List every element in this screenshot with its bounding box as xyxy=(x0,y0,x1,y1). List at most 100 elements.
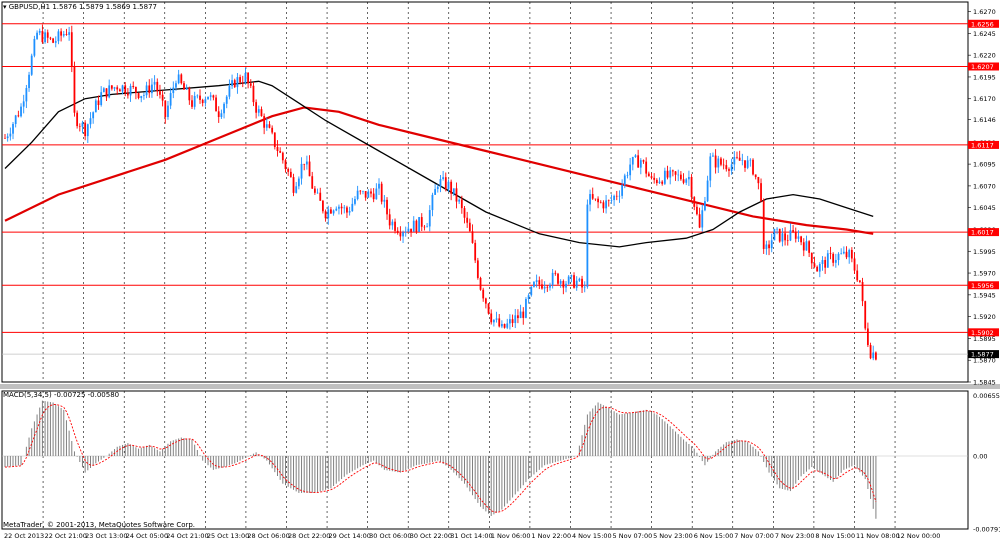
candle-body xyxy=(327,209,330,219)
candle-body xyxy=(519,311,522,319)
candle-body xyxy=(231,80,233,87)
candle-body xyxy=(557,273,559,284)
candle-body xyxy=(28,74,30,89)
ma-fast-line xyxy=(4,80,874,248)
candle-body xyxy=(362,191,364,192)
ohlc-readout: 1.5876 1.5879 1.5869 1.5877 xyxy=(52,3,157,11)
candle-body xyxy=(749,159,752,161)
level-tag-label: 1.5902 xyxy=(971,329,994,337)
candle-body xyxy=(618,195,621,197)
candle-body xyxy=(704,201,706,211)
macd-title: MACD(5,34,5) -0.00725 -0.00580 xyxy=(3,391,119,399)
candle-body xyxy=(773,228,776,241)
candle-body xyxy=(479,277,482,290)
candle-body xyxy=(789,230,792,241)
candle-body xyxy=(733,156,736,165)
candle-body xyxy=(525,298,527,318)
y-tick-label: 1.6146 xyxy=(973,116,996,124)
candle-body xyxy=(484,298,487,304)
candle-body xyxy=(402,232,404,237)
ma-layer xyxy=(4,80,874,248)
candle-body xyxy=(118,89,121,92)
candle-body xyxy=(671,170,674,172)
candle-body xyxy=(728,169,730,171)
candle-body xyxy=(853,258,856,271)
candle-body xyxy=(364,191,367,198)
levels-layer xyxy=(2,23,968,355)
candle-body xyxy=(407,228,410,232)
candle-body xyxy=(642,160,645,162)
candle-body xyxy=(68,32,71,35)
candle-body xyxy=(471,231,474,243)
candle-body xyxy=(578,278,581,281)
candle-body xyxy=(391,221,394,226)
candle-body xyxy=(78,126,81,127)
y-tick-label: 1.6170 xyxy=(973,95,996,103)
candle-body xyxy=(500,323,503,327)
candle-body xyxy=(153,81,156,85)
candle-body xyxy=(730,164,733,171)
candle-body xyxy=(161,94,164,101)
level-tag-label: 1.6207 xyxy=(971,63,994,71)
candle-body xyxy=(845,251,848,258)
candle-body xyxy=(354,199,356,204)
candle-body xyxy=(263,116,266,128)
price-tag-label: 1.5877 xyxy=(971,351,994,359)
candle-body xyxy=(255,102,258,113)
x-tick-label: 29 Oct 14:00 xyxy=(329,532,371,540)
candle-body xyxy=(610,199,613,201)
candle-body xyxy=(322,200,324,212)
candle-body xyxy=(757,177,760,184)
candle-body xyxy=(805,241,808,251)
candle-body xyxy=(73,66,76,113)
candle-body xyxy=(629,164,632,176)
x-tick-label: 7 Nov 07:00 xyxy=(734,532,774,540)
candle-body xyxy=(359,190,362,192)
candle-body xyxy=(826,253,829,268)
candle-body xyxy=(738,157,741,161)
candle-body xyxy=(546,286,549,288)
candle-body xyxy=(514,315,517,324)
candle-body xyxy=(530,286,533,296)
candle-body xyxy=(370,191,372,194)
candle-body xyxy=(813,263,816,267)
candle-body xyxy=(335,208,338,211)
candle-body xyxy=(685,179,688,183)
x-tick-label: 6 Nov 15:00 xyxy=(694,532,734,540)
candle-body xyxy=(4,137,6,139)
candle-body xyxy=(768,244,770,249)
candle-body xyxy=(506,323,509,328)
candle-body xyxy=(832,253,835,263)
candle-body xyxy=(367,191,370,198)
candle-body xyxy=(538,280,541,285)
candle-body xyxy=(816,266,819,272)
candle-body xyxy=(332,210,335,214)
level-tag xyxy=(968,19,999,28)
candle-body xyxy=(223,103,225,114)
candle-body xyxy=(25,88,28,102)
chart-menu-icon[interactable]: ▾ xyxy=(3,3,7,11)
y-tick-label: 1.5995 xyxy=(973,248,996,256)
candle-body xyxy=(573,275,575,288)
level-tag-label: 1.6117 xyxy=(971,141,994,149)
price-tag xyxy=(968,350,999,359)
candle-body xyxy=(607,200,610,202)
candle-body xyxy=(639,160,642,168)
candle-body xyxy=(455,188,458,202)
level-tag xyxy=(968,140,999,149)
candle-body xyxy=(265,124,268,128)
candle-body xyxy=(410,228,412,232)
candle-body xyxy=(151,84,153,94)
candle-body xyxy=(858,280,861,283)
candle-body xyxy=(848,249,851,258)
candle-body xyxy=(159,91,161,95)
candle-body xyxy=(57,31,60,42)
y-tick-label: 1.6270 xyxy=(973,8,996,16)
candle-body xyxy=(434,189,437,195)
candle-body xyxy=(800,236,803,243)
candle-body xyxy=(140,96,143,99)
x-tick-label: 1 Nov 06:00 xyxy=(491,532,531,540)
candle-body xyxy=(143,95,145,97)
